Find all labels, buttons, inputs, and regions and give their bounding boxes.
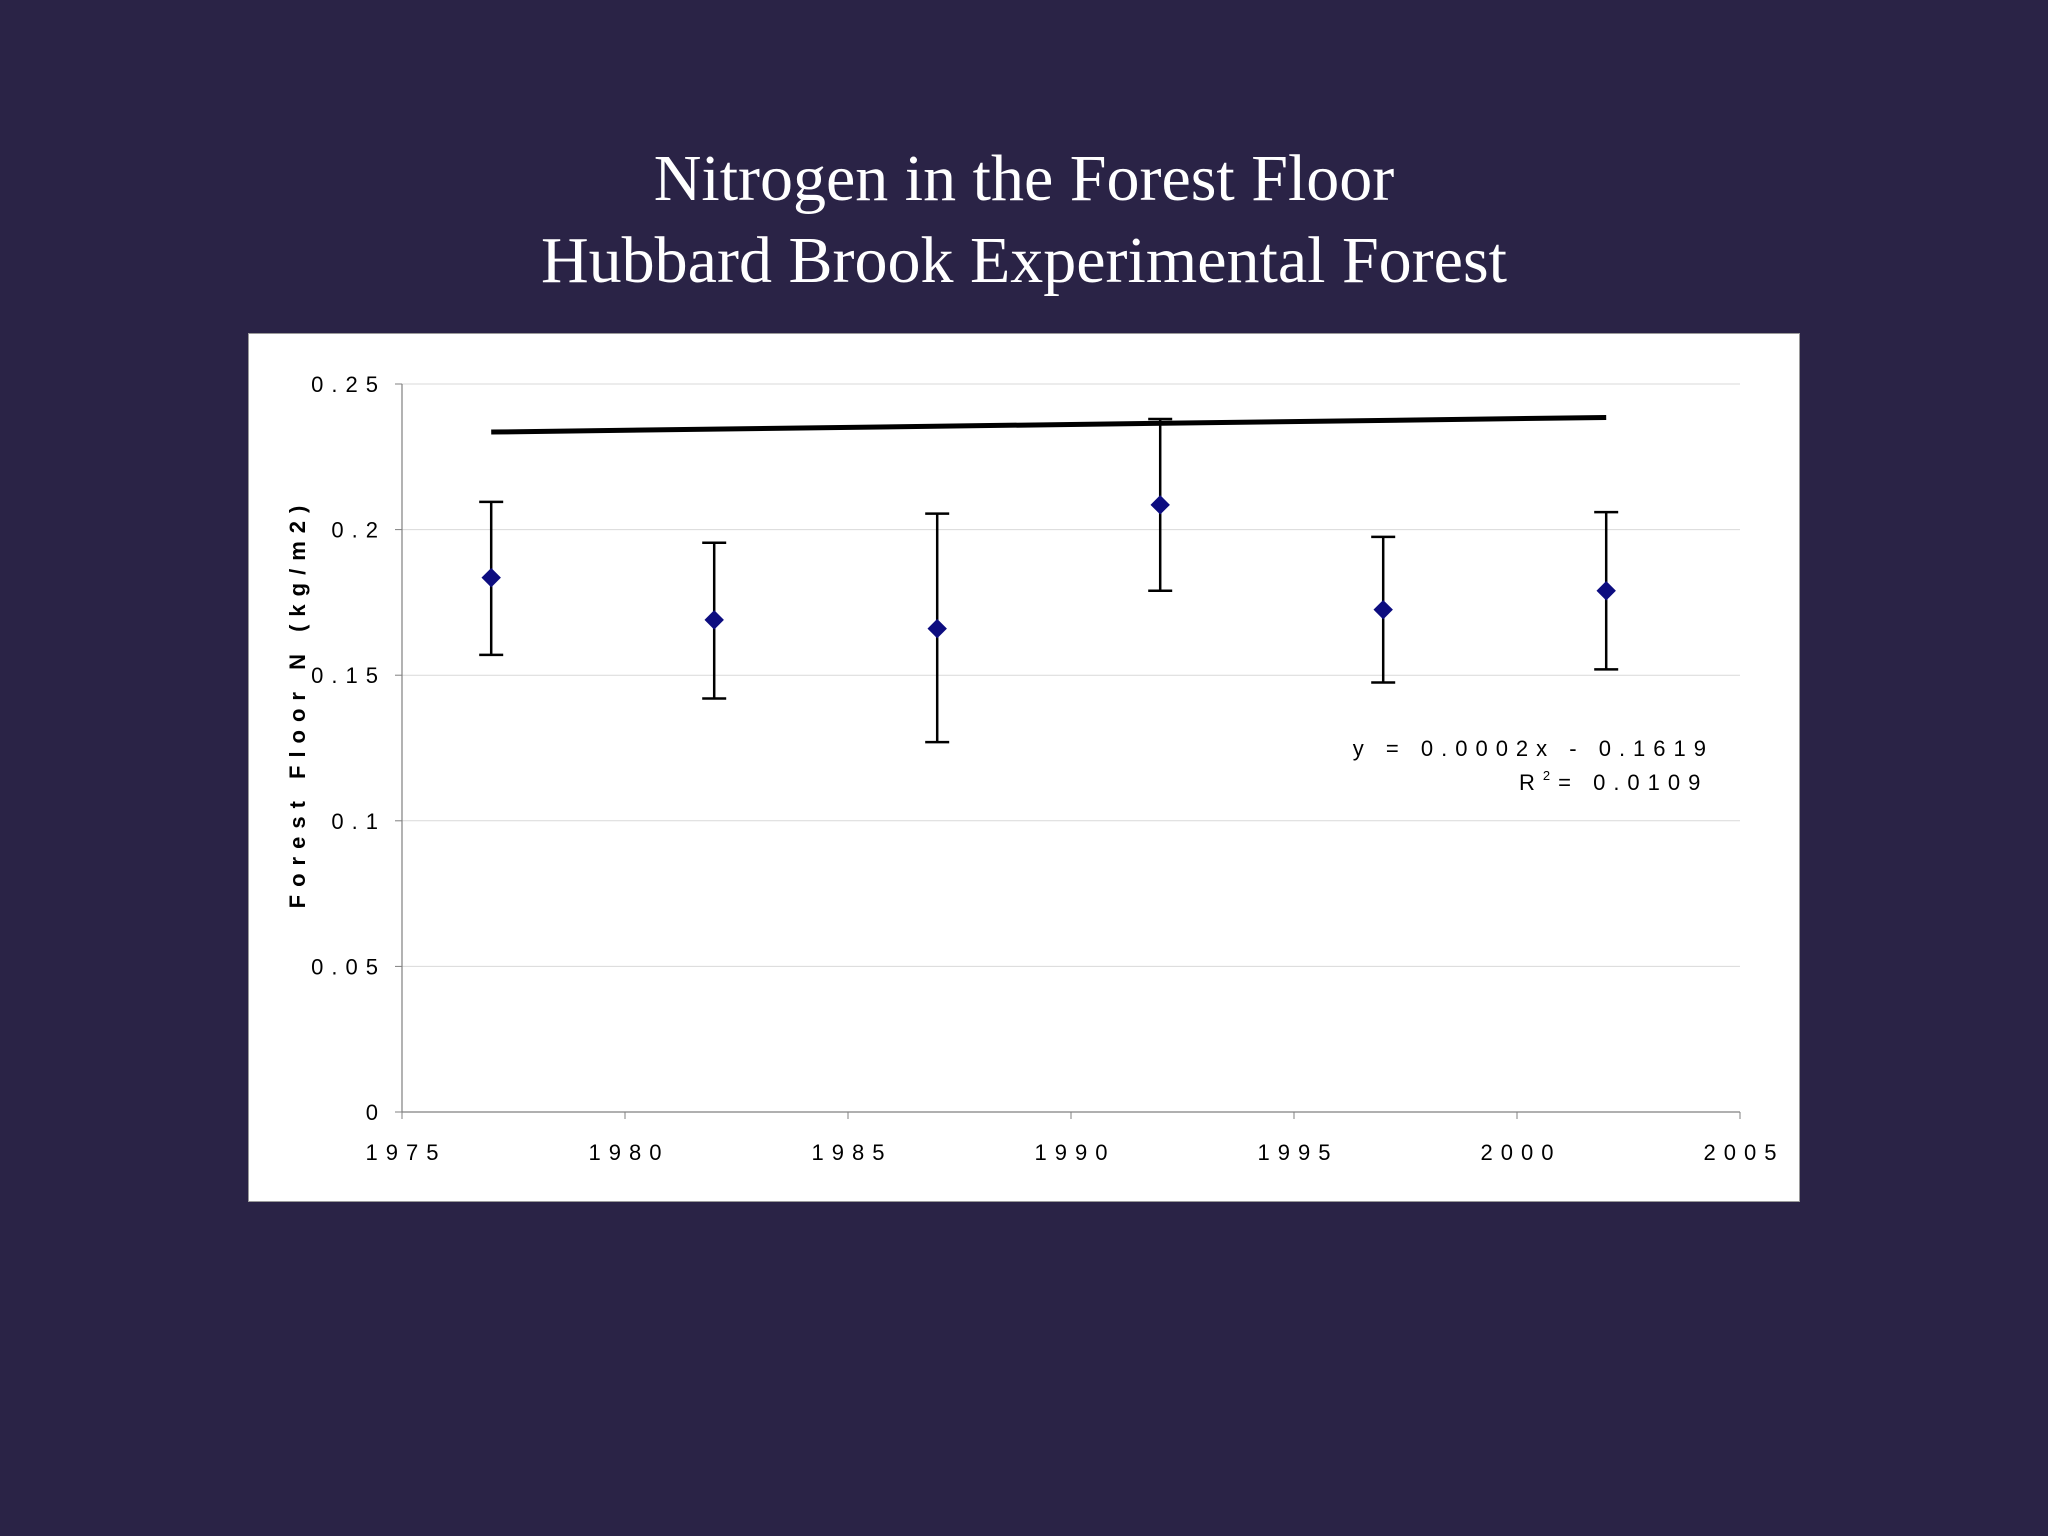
y-tick-label: 0.25 <box>311 372 386 397</box>
x-tick-label: 1990 <box>1035 1140 1116 1165</box>
axes <box>395 383 1741 1119</box>
gridlines <box>402 383 1740 967</box>
data-point <box>1373 599 1393 620</box>
chart-svg: 0 0.05 0.1 0.15 0.2 0.25 1975 1980 1985 1990 1995 2… <box>285 372 1785 1165</box>
trendline-layer <box>491 414 1607 435</box>
data-point <box>704 610 724 630</box>
trendline <box>491 414 1607 435</box>
r-squared-exponent: 2 <box>1543 768 1558 783</box>
x-tick-label: 1980 <box>589 1140 670 1165</box>
title-line-1: Nitrogen in the Forest Floor <box>653 142 1395 215</box>
x-tick-label: 2000 <box>1481 1140 1562 1165</box>
chart-panel: 0 0.05 0.1 0.15 0.2 0.25 1975 1980 1985 1990 1995 2… <box>248 333 1800 1202</box>
y-tick-label: 0.05 <box>311 954 386 979</box>
x-tick-label: 1995 <box>1258 1140 1339 1165</box>
r-squared-label: R <box>1519 770 1543 795</box>
data-point <box>481 567 501 588</box>
y-tick-label: 0 <box>366 1100 386 1125</box>
slide-title: Nitrogen in the Forest Floor Hubbard Bro… <box>0 138 2048 302</box>
trendline-r-squared: R2= 0.0109 <box>1519 768 1708 795</box>
y-tick-label: 0.15 <box>311 663 386 688</box>
y-tick-label: 0.2 <box>331 518 386 543</box>
data-points <box>481 495 1616 639</box>
error-bars <box>479 417 1619 744</box>
data-point <box>927 618 947 639</box>
trendline-equation: y = 0.0002x - 0.1619 <box>1353 736 1714 761</box>
r-squared-value: = 0.0109 <box>1558 770 1708 795</box>
title-line-2: Hubbard Brook Experimental Forest <box>541 224 1507 297</box>
y-axis-title: Forest Floor N (kg/m2) <box>285 498 310 909</box>
x-tick-label: 2005 <box>1704 1140 1785 1165</box>
data-point <box>1596 581 1616 601</box>
data-point <box>1150 495 1170 515</box>
x-tick-label: 1975 <box>366 1140 447 1165</box>
labels: 0 0.05 0.1 0.15 0.2 0.25 1975 1980 1985 1990 1995 2… <box>285 372 1785 1165</box>
y-tick-label: 0.1 <box>331 809 386 834</box>
x-tick-label: 1985 <box>812 1140 893 1165</box>
